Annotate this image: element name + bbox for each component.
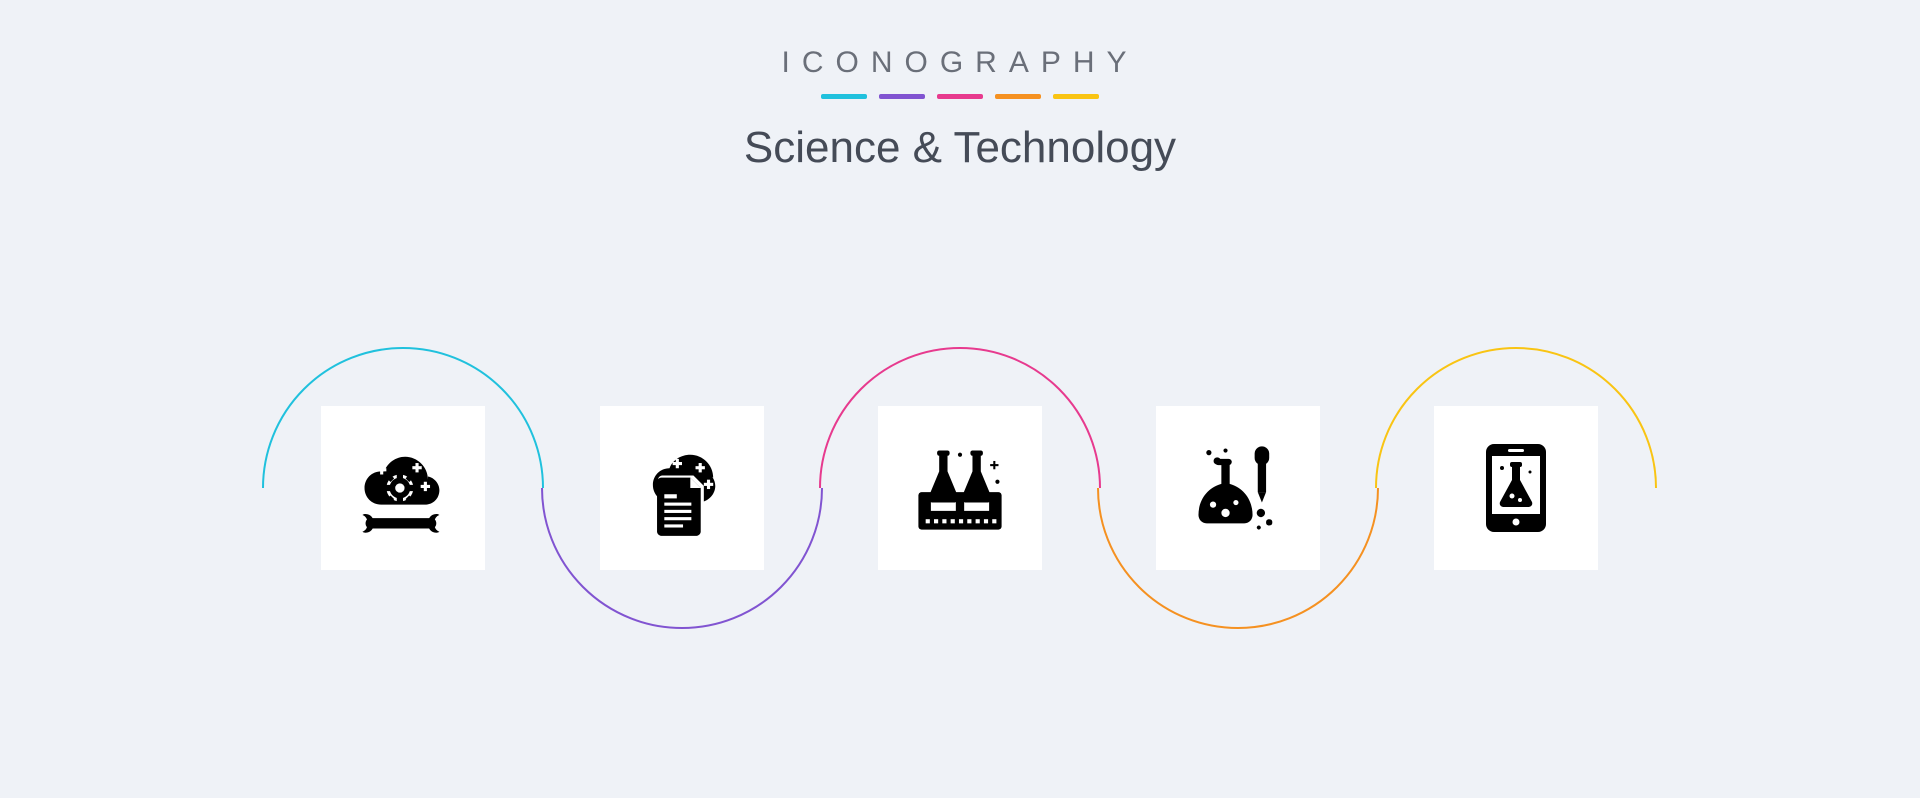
- icon-card-flask-rack[interactable]: [878, 406, 1042, 570]
- cloud-gear-wrench-icon: [349, 434, 457, 542]
- icon-card-flask-dropper[interactable]: [1156, 406, 1320, 570]
- cloud-document-icon: [628, 434, 736, 542]
- flask-dropper-icon: [1184, 434, 1292, 542]
- wave-connector: [0, 0, 1920, 798]
- icon-card-phone-flask[interactable]: [1434, 406, 1598, 570]
- phone-flask-icon: [1462, 434, 1570, 542]
- icon-card-cloud-settings[interactable]: [321, 406, 485, 570]
- icon-card-cloud-document[interactable]: [600, 406, 764, 570]
- flask-rack-icon: [906, 434, 1014, 542]
